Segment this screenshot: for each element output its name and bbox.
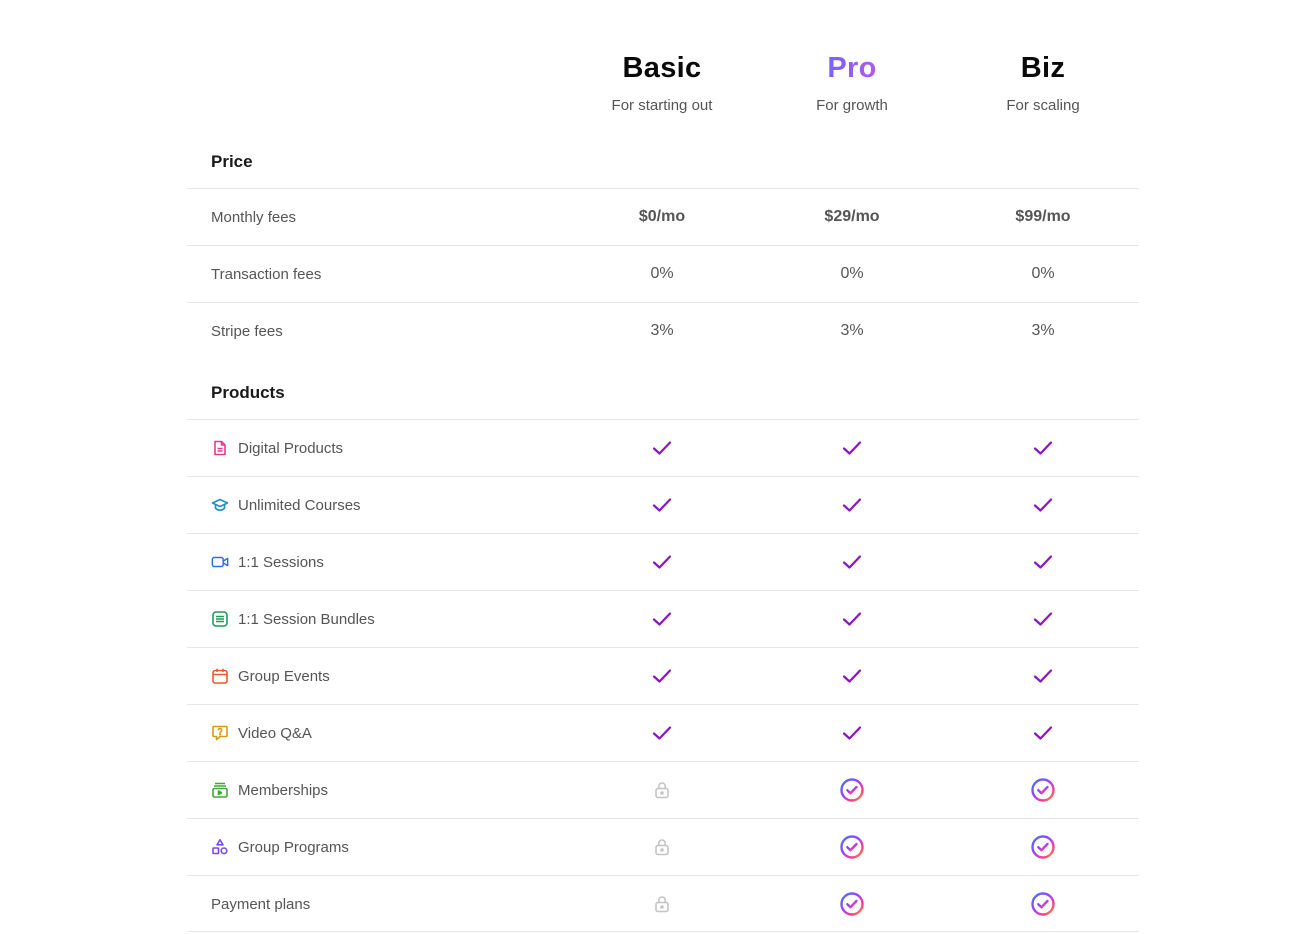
feature-label: 1:1 Session Bundles (211, 591, 375, 647)
video-camera-icon (211, 553, 229, 571)
plan-biz: Biz For scaling (948, 48, 1138, 116)
plan-name-basic: Basic (622, 52, 702, 84)
feature-label: Unlimited Courses (211, 477, 361, 533)
section-title-price: Price (211, 152, 253, 171)
table-row-stripe-fees: Stripe fees 3% 3% 3% (187, 302, 1139, 359)
plan-subtitle-pro: For growth (816, 97, 888, 114)
feature-label-text: Group Events (238, 667, 330, 685)
gradient-check-circle-icon-pro (757, 876, 947, 932)
calendar-icon (211, 667, 229, 685)
gradient-check-circle-icon-biz (948, 762, 1138, 818)
gradient-check-circle-icon-pro (757, 762, 947, 818)
fee-value-basic: 0% (650, 265, 674, 282)
section-title-products: Products (211, 383, 285, 402)
check-icon-basic (567, 705, 757, 761)
table-row: Video Q&A (187, 704, 1139, 761)
check-icon-biz (948, 420, 1138, 476)
feature-label-text: Unlimited Courses (238, 496, 361, 514)
feature-label-text: Video Q&A (238, 724, 312, 742)
membership-stack-icon (211, 781, 229, 799)
table-row-transaction-fees: Transaction fees 0% 0% 0% (187, 245, 1139, 302)
check-icon-biz (948, 705, 1138, 761)
check-icon-pro (757, 591, 947, 647)
gradient-check-circle-icon-biz (948, 819, 1138, 875)
check-icon-pro (757, 648, 947, 704)
table-row: Payment plans (187, 875, 1139, 932)
plan-subtitle-biz: For scaling (1006, 97, 1080, 114)
table-row: Group Programs (187, 818, 1139, 875)
table-row: 1:1 Session Bundles (187, 590, 1139, 647)
feature-label: Group Events (211, 648, 330, 704)
feature-label: Payment plans (211, 876, 310, 932)
feature-label-text: Group Programs (238, 838, 349, 856)
question-bubble-icon (211, 724, 229, 742)
check-icon-basic (567, 591, 757, 647)
row-label: Stripe fees (211, 322, 283, 340)
feature-label-text: 1:1 Session Bundles (238, 610, 375, 628)
table-row: Digital Products (187, 419, 1139, 476)
gradient-check-circle-icon-biz (948, 876, 1138, 932)
check-icon-biz (948, 477, 1138, 533)
table-row: Memberships (187, 761, 1139, 818)
check-icon-basic (567, 420, 757, 476)
feature-label-text: Payment plans (211, 895, 311, 913)
fee-value-basic: 3% (650, 322, 674, 339)
check-icon-biz (948, 648, 1138, 704)
graduation-cap-icon (211, 496, 229, 514)
row-label: Transaction fees (211, 265, 322, 283)
check-icon-pro (757, 420, 947, 476)
lock-icon-basic (567, 762, 757, 818)
row-label: Monthly fees (211, 208, 297, 226)
feature-label: Video Q&A (211, 705, 312, 761)
feature-label: Digital Products (211, 420, 343, 476)
shapes-icon (211, 838, 229, 856)
plan-basic: Basic For starting out (567, 48, 757, 116)
plan-name-pro: Pro (757, 48, 947, 88)
table-row-monthly-fees: Monthly fees $0/mo $29/mo $99/mo (187, 188, 1139, 245)
lock-icon-basic (567, 819, 757, 875)
plan-header: Basic For starting out Pro For growth Bi… (187, 0, 1139, 140)
check-icon-biz (948, 534, 1138, 590)
plan-subtitle-basic: For starting out (611, 97, 713, 114)
fee-value-biz: 3% (1031, 322, 1055, 339)
check-icon-basic (567, 534, 757, 590)
fee-value-pro: 3% (840, 322, 864, 339)
document-icon (211, 439, 229, 457)
feature-label-text: 1:1 Sessions (238, 553, 324, 571)
price-value-basic: $0/mo (638, 208, 686, 225)
plan-pro: Pro For growth (757, 48, 947, 116)
fee-value-pro: 0% (840, 265, 864, 282)
check-icon-basic (567, 477, 757, 533)
price-value-pro: $29/mo (824, 208, 880, 225)
feature-label: Group Programs (211, 819, 349, 875)
fee-value-biz: 0% (1031, 265, 1055, 282)
check-icon-biz (948, 591, 1138, 647)
check-icon-basic (567, 648, 757, 704)
table-row: 1:1 Sessions (187, 533, 1139, 590)
feature-label: 1:1 Sessions (211, 534, 324, 590)
check-icon-pro (757, 534, 947, 590)
feature-label-text: Memberships (238, 781, 329, 799)
table-row: Unlimited Courses (187, 476, 1139, 533)
feature-label-text: Digital Products (238, 439, 344, 457)
feature-label: Memberships (211, 762, 328, 818)
price-value-biz: $99/mo (1015, 208, 1071, 225)
list-box-icon (211, 610, 229, 628)
check-icon-pro (757, 477, 947, 533)
plan-name-biz: Biz (1020, 52, 1066, 84)
table-row: Group Events (187, 647, 1139, 704)
check-icon-pro (757, 705, 947, 761)
gradient-check-circle-icon-pro (757, 819, 947, 875)
lock-icon-basic (567, 876, 757, 932)
